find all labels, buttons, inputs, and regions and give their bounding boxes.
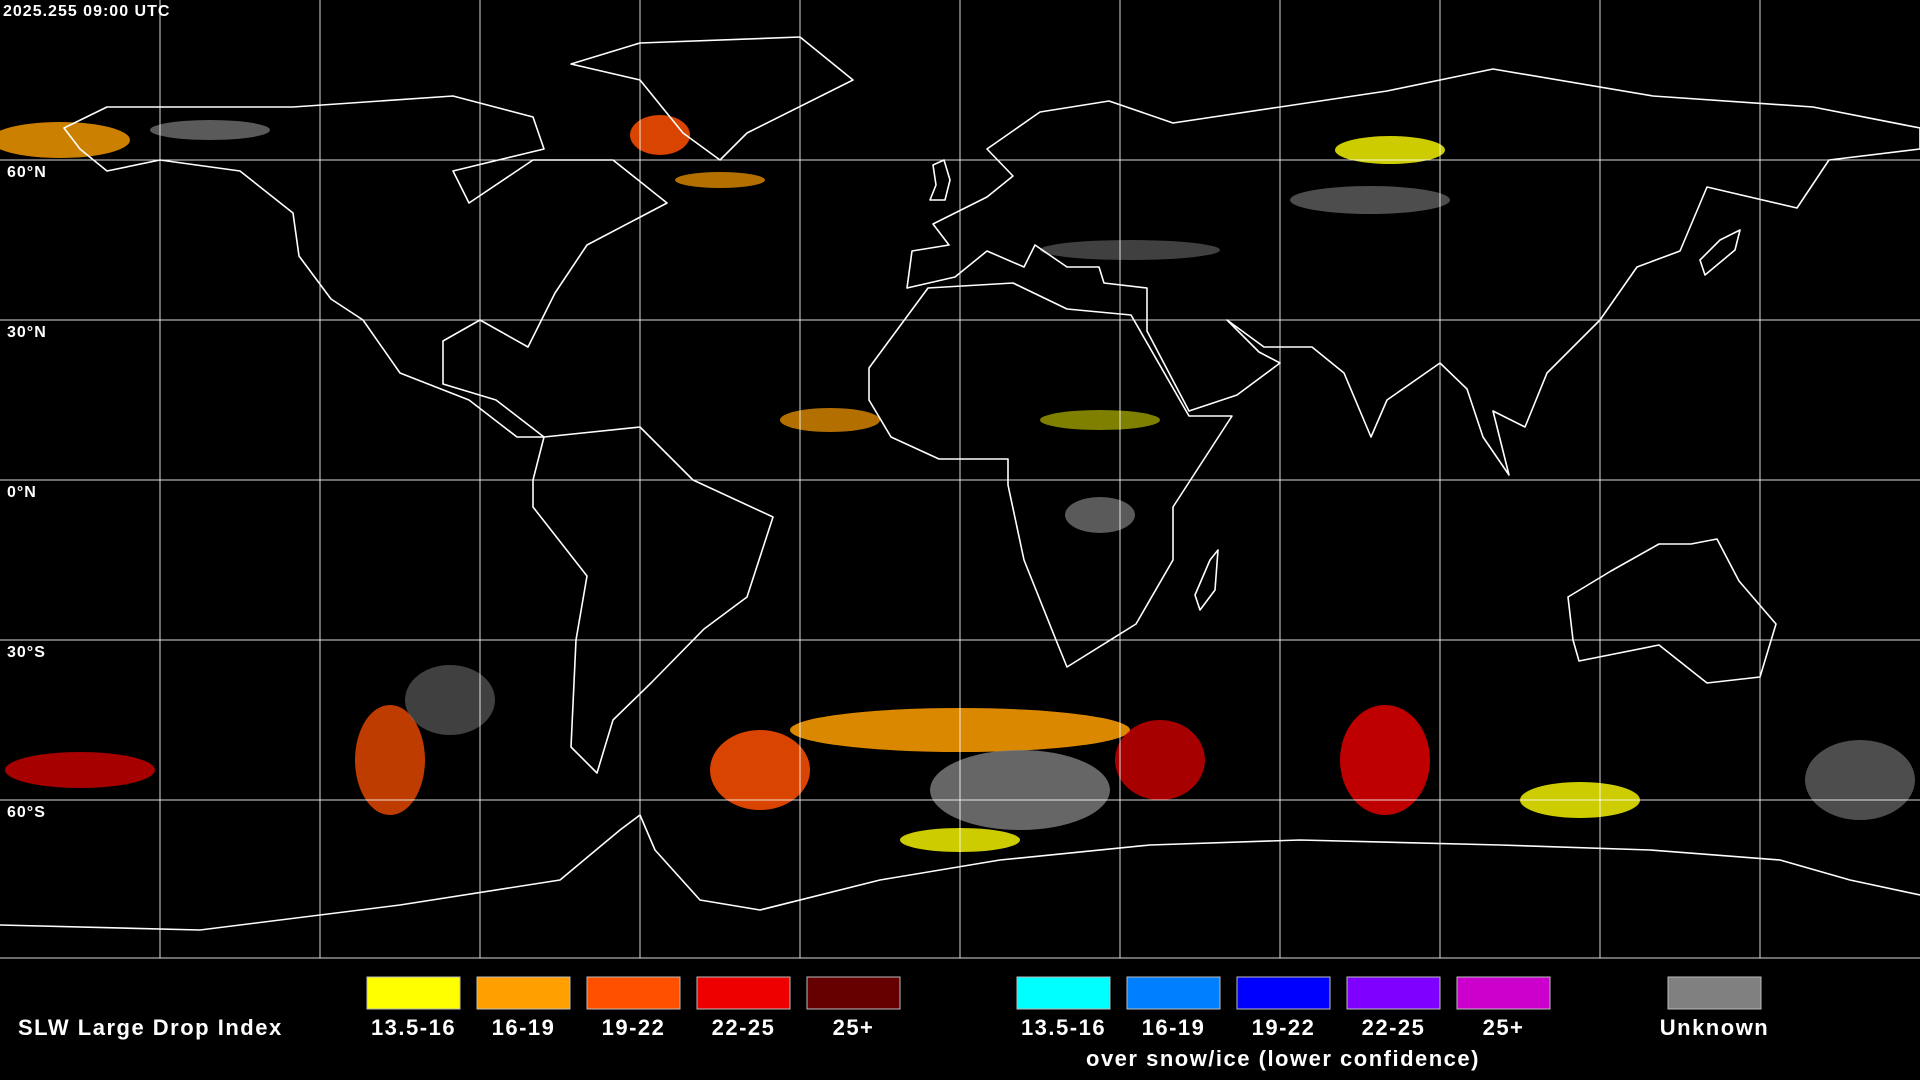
legend-label: 16-19	[1142, 1015, 1206, 1040]
legend-label: 19-22	[602, 1015, 666, 1040]
legend-swatch	[1346, 976, 1441, 1010]
cloud-patch	[355, 705, 425, 815]
cloud-patch	[0, 122, 130, 158]
cloud-patch	[1040, 240, 1220, 260]
cloud-layer	[0, 115, 1915, 852]
legend-swatch	[476, 976, 571, 1010]
north-america	[63, 95, 668, 438]
cloud-patch	[1805, 740, 1915, 820]
legend-swatch	[1456, 976, 1551, 1010]
legend-label: 13.5-16	[1021, 1015, 1106, 1040]
legend-swatch	[806, 976, 901, 1010]
south-america	[532, 426, 774, 774]
cloud-patch	[630, 115, 690, 155]
legend-caption: over snow/ice (lower confidence)	[1086, 1046, 1480, 1071]
legend-swatch	[1667, 976, 1762, 1010]
latitude-labels: 60°N 30°N 0°N 30°S 60°S	[7, 164, 47, 821]
antarctica	[0, 814, 1920, 931]
legend-swatch	[1016, 976, 1111, 1010]
legend-label: 22-25	[712, 1015, 776, 1040]
legend-label: Unknown	[1660, 1015, 1770, 1040]
latitude-label: 60°S	[7, 804, 46, 821]
cloud-patch	[5, 752, 155, 788]
africa	[868, 282, 1233, 668]
timestamp: 2025.255 09:00 UTC	[3, 3, 170, 20]
legend-swatch	[1236, 976, 1331, 1010]
legend-swatch	[586, 976, 681, 1010]
legend-swatch	[366, 976, 461, 1010]
legend-label: 22-25	[1362, 1015, 1426, 1040]
legend-label: 13.5-16	[371, 1015, 456, 1040]
legend-label: 25+	[833, 1015, 875, 1040]
greenland	[570, 36, 854, 161]
australia	[1567, 538, 1777, 684]
legend-swatch	[696, 976, 791, 1010]
cloud-patch	[675, 172, 765, 188]
cloud-patch	[1290, 186, 1450, 214]
cloud-patch	[1115, 720, 1205, 800]
cloud-patch	[1065, 497, 1135, 533]
graticule	[0, 0, 1920, 959]
cloud-patch	[1340, 705, 1430, 815]
legend-label: 16-19	[492, 1015, 556, 1040]
latitude-label: 60°N	[7, 164, 47, 181]
cloud-patch	[150, 120, 270, 140]
legend-title: SLW Large Drop Index	[18, 1015, 283, 1040]
japan	[1699, 229, 1741, 276]
cloud-patch	[930, 750, 1110, 830]
latitude-label: 0°N	[7, 484, 37, 501]
cloud-patch	[710, 730, 810, 810]
madagascar	[1194, 549, 1219, 611]
latitude-label: 30°S	[7, 644, 46, 661]
legend-label: 25+	[1483, 1015, 1525, 1040]
legend-swatch	[1126, 976, 1221, 1010]
cloud-patch	[1335, 136, 1445, 164]
legend: SLW Large Drop Index 13.5-16 16-19 19-22 22-…	[18, 976, 1770, 1071]
cloud-patch	[780, 408, 880, 432]
legend-label: 19-22	[1252, 1015, 1316, 1040]
cloud-patch	[1040, 410, 1160, 430]
latitude-label: 30°N	[7, 324, 47, 341]
cloud-patch	[405, 665, 495, 735]
